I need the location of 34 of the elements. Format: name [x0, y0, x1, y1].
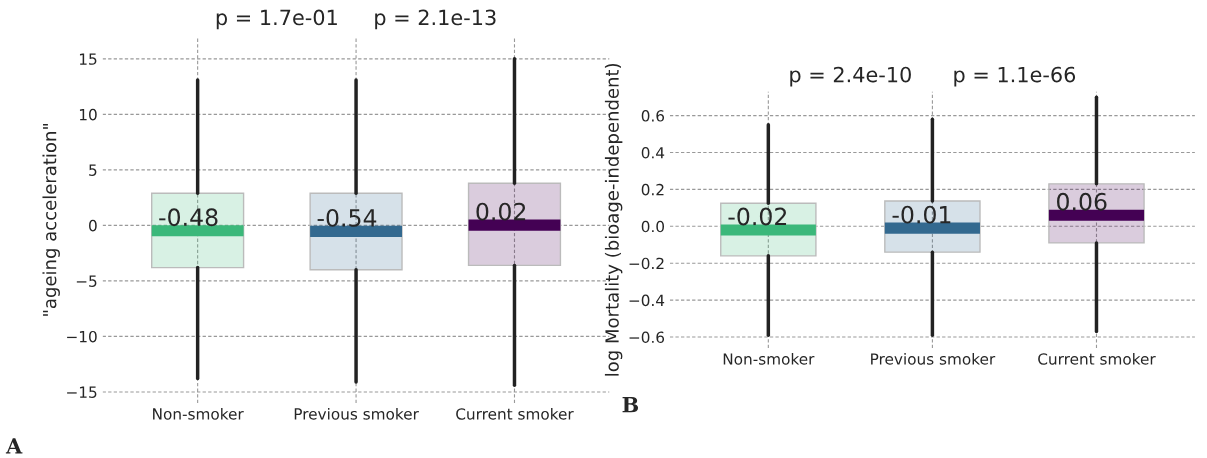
y-tick-label: 0.4: [641, 146, 665, 159]
x-tick-label: Non-smoker: [723, 352, 815, 365]
y-tick-label: 5: [89, 164, 97, 176]
annotation: 0.06: [1057, 192, 1107, 211]
x-tick-label: Current smoker: [456, 407, 574, 420]
y-tick-label: −0.6: [629, 331, 665, 344]
annotation: -0.02: [728, 207, 787, 226]
text: p = 2.4e-10: [790, 66, 911, 87]
x-tick-label: Previous smoker: [871, 352, 996, 365]
y-tick-label: 0.6: [641, 110, 665, 122]
text: p = 1.7e-01: [216, 9, 337, 30]
text: p = 1.1e-66: [954, 66, 1076, 87]
y-tick-label: −5: [76, 275, 97, 287]
y-axis-title: log Mortality (bioage-independent): [604, 63, 623, 376]
annotation: -0.54: [317, 208, 377, 227]
x-tick-label: Current smoker: [1038, 352, 1156, 365]
text: A: [5, 438, 23, 454]
y-tick-label: 0: [89, 219, 97, 232]
y-tick-label: 10: [79, 108, 97, 121]
y-tick-label: 15: [79, 53, 97, 65]
annotation: -0.01: [892, 205, 951, 224]
annotation: -0.48: [159, 208, 218, 227]
y-tick-label: 0.0: [641, 220, 665, 233]
text: p = 2.1e-13: [375, 9, 496, 30]
y-tick-label: −15: [67, 386, 97, 398]
y-tick-label: −10: [67, 330, 97, 343]
y-tick-label: −0.2: [629, 257, 664, 270]
text: B: [622, 397, 639, 413]
x-tick-label: Previous smoker: [294, 407, 419, 420]
y-tick-label: 0.2: [641, 183, 664, 196]
annotation: 0.02: [476, 202, 526, 221]
x-tick-label: Non-smoker: [153, 407, 244, 420]
y-axis-title: "ageing acceleration": [42, 124, 60, 316]
y-tick-label: −0.4: [629, 294, 665, 307]
